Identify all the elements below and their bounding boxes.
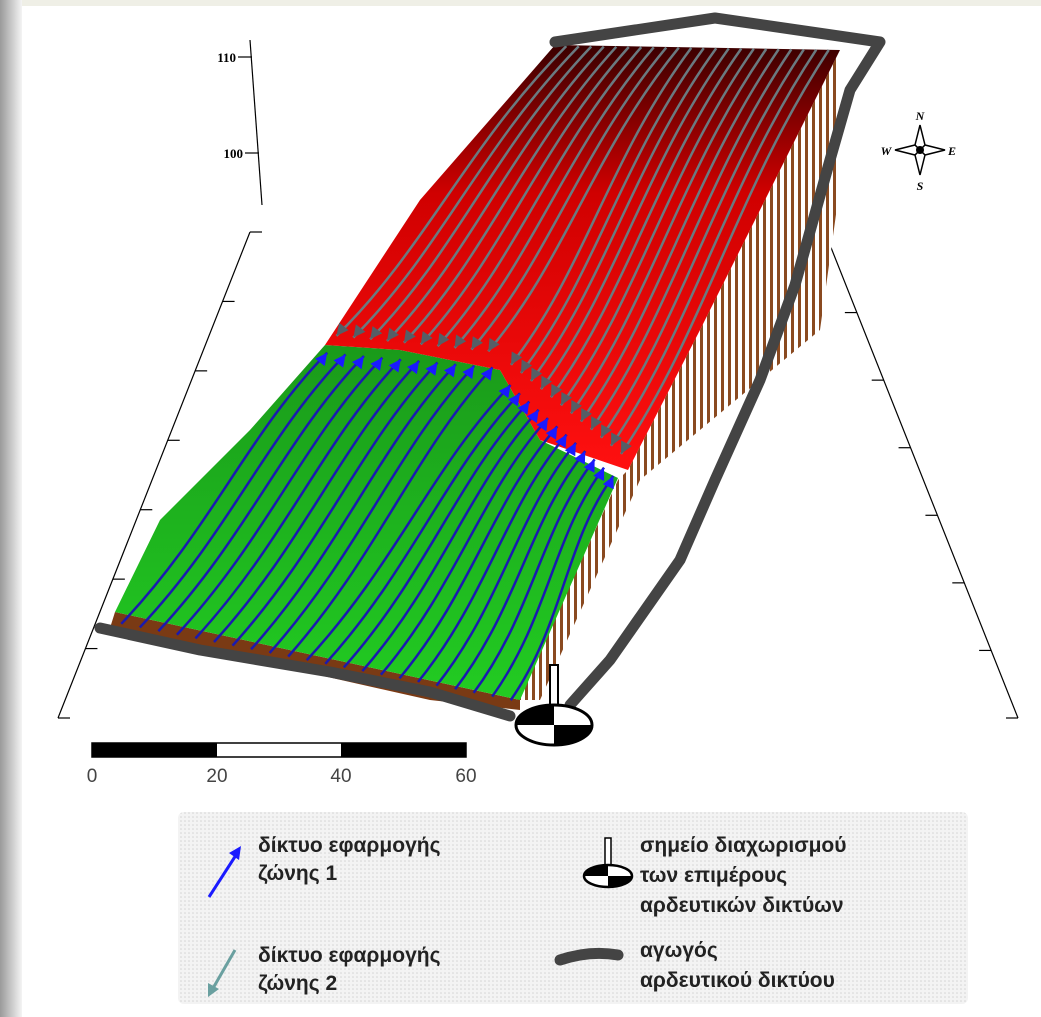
- legend: δίκτυο εφαρμογής ζώνης 1 σημείο διαχωρισ…: [178, 812, 968, 1004]
- compass: N W E S: [881, 109, 956, 193]
- legend-label: σημείο διαχωρισμού: [640, 834, 846, 857]
- diagram: 110 100 N W E S 0 20 40 60: [0, 0, 1041, 1017]
- axis-tick-label: 100: [224, 146, 244, 161]
- top-edge: [22, 0, 1041, 6]
- compass-e: E: [947, 144, 956, 158]
- scale-bar: 0 20 40 60: [87, 743, 477, 787]
- axis-tick-label: 110: [217, 50, 236, 65]
- legend-label: ζώνης 2: [258, 972, 337, 995]
- scale-label: 60: [455, 766, 476, 787]
- legend-label: δίκτυο εφαρμογής: [258, 944, 441, 967]
- scale-label: 0: [87, 766, 98, 787]
- compass-w: W: [881, 144, 893, 158]
- page: 110 100 N W E S 0 20 40 60: [0, 0, 1041, 1017]
- compass-s: S: [917, 179, 924, 193]
- legend-label: αρδευτικού δικτύου: [640, 969, 835, 992]
- vertical-axis: [250, 40, 262, 205]
- right-axis: [830, 245, 1018, 718]
- scale-label: 20: [206, 766, 227, 787]
- scale-label: 40: [330, 766, 351, 787]
- legend-label: των επιμέρους: [640, 864, 787, 887]
- legend-conduit: [560, 953, 618, 960]
- legend-label: αγωγός: [640, 939, 718, 962]
- left-edge: [0, 0, 22, 1017]
- compass-n: N: [915, 109, 926, 123]
- legend-label: αρδευτικών δικτύων: [640, 894, 844, 917]
- legend-label: δίκτυο εφαρμογής: [258, 834, 441, 857]
- legend-label: ζώνης 1: [258, 862, 337, 885]
